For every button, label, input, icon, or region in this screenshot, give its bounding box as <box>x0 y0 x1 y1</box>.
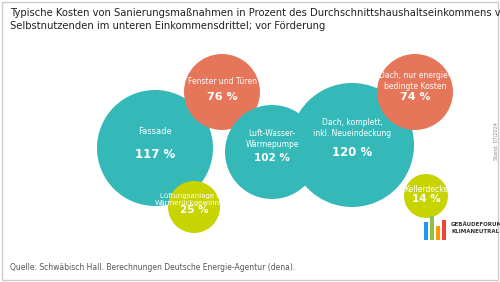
Text: 102 %: 102 % <box>254 153 290 163</box>
Text: Dach, nur energie-
bedingte Kosten: Dach, nur energie- bedingte Kosten <box>380 71 451 91</box>
Text: Fenster und Türen: Fenster und Türen <box>188 77 256 86</box>
Text: 14 %: 14 % <box>412 194 440 204</box>
Bar <box>430 216 434 240</box>
Circle shape <box>225 105 319 199</box>
Bar <box>424 222 428 240</box>
Text: 25 %: 25 % <box>180 205 208 215</box>
Text: GEBÄUDEFORUM
KLIMANEUTRAL: GEBÄUDEFORUM KLIMANEUTRAL <box>451 222 500 233</box>
Bar <box>442 220 446 240</box>
Text: 120 %: 120 % <box>332 146 372 159</box>
Text: 74 %: 74 % <box>400 92 430 102</box>
Circle shape <box>404 174 448 218</box>
Text: Kellerdecke: Kellerdecke <box>404 185 448 194</box>
Text: Lüftungsanlage mit
Wärmerückgewinnung: Lüftungsanlage mit Wärmerückgewinnung <box>155 193 233 206</box>
Text: Typische Kosten von Sanierungsmaßnahmen in Prozent des Durchschnittshaushaltsein: Typische Kosten von Sanierungsmaßnahmen … <box>10 8 500 31</box>
Text: 117 %: 117 % <box>135 148 175 162</box>
Circle shape <box>290 83 414 207</box>
Circle shape <box>168 181 220 233</box>
Circle shape <box>184 54 260 130</box>
Text: Dach, komplett,
inkl. Neueindeckung: Dach, komplett, inkl. Neueindeckung <box>313 118 391 138</box>
Circle shape <box>97 90 213 206</box>
Text: Stand: 07/2024: Stand: 07/2024 <box>494 122 498 160</box>
Text: Quelle: Schwäbisch Hall. Berechnungen Deutsche Energie-Agentur (dena).: Quelle: Schwäbisch Hall. Berechnungen De… <box>10 263 295 272</box>
Text: 76 %: 76 % <box>206 92 238 102</box>
Circle shape <box>377 54 453 130</box>
Bar <box>436 226 440 240</box>
Text: Fassade: Fassade <box>138 127 172 136</box>
Text: Luft-Wasser-
Wärmepumpe: Luft-Wasser- Wärmepumpe <box>245 129 299 149</box>
